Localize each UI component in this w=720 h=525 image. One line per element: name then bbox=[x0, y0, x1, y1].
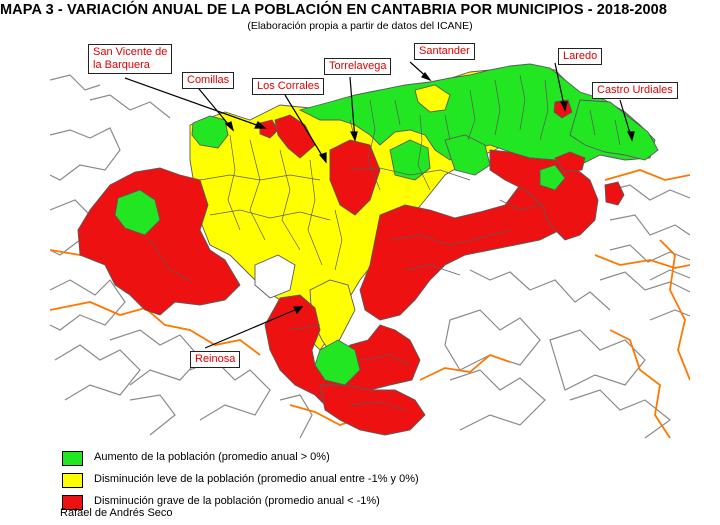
legend-item-increase: Aumento de la población (promedio anual … bbox=[62, 448, 662, 470]
region-green-asón bbox=[539, 164, 566, 191]
map-legend: Aumento de la población (promedio anual … bbox=[62, 448, 662, 514]
legend-swatch-green bbox=[62, 451, 83, 466]
region-blank-west bbox=[254, 254, 296, 299]
label-los-corrales: Los Corrales bbox=[252, 78, 325, 95]
legend-label: Disminución leve de la población (promed… bbox=[94, 473, 419, 485]
arrowhead-santander bbox=[421, 71, 432, 82]
label-torrelavega: Torrelavega bbox=[324, 58, 392, 75]
arrowhead-comillas bbox=[224, 121, 235, 132]
arrow-los-corrales bbox=[284, 94, 327, 163]
region-red-besaya bbox=[329, 139, 381, 216]
arrow-torrelavega bbox=[349, 76, 356, 141]
label-reinosa: Reinosa bbox=[190, 351, 241, 368]
region-red-comillas bbox=[259, 119, 279, 139]
region-red-pas bbox=[359, 179, 571, 321]
label-san-vicente: San Vicente de la Barquera bbox=[88, 44, 173, 74]
legend-item-slight-decrease: Disminución leve de la población (promed… bbox=[62, 470, 662, 492]
legend-label: Disminución grave de la población (prome… bbox=[94, 495, 380, 507]
arrow-reinosa bbox=[204, 306, 303, 349]
arrowhead-san-vicente bbox=[254, 121, 267, 129]
region-green-campoo bbox=[314, 339, 361, 386]
label-comillas: Comillas bbox=[182, 72, 235, 89]
callout-arrows bbox=[124, 61, 635, 349]
region-red-east-small bbox=[554, 151, 586, 173]
legend-item-severe-decrease: Disminución grave de la población (prome… bbox=[62, 492, 662, 514]
arrowhead-los-corrales bbox=[318, 152, 327, 164]
map-title: MAPA 3 - VARIACIÓN ANUAL DE LA POBLACIÓN… bbox=[0, 2, 668, 18]
legend-label: Aumento de la población (promedio anual … bbox=[94, 451, 330, 463]
arrowhead-laredo bbox=[560, 101, 568, 112]
municipalities-layer bbox=[77, 63, 659, 436]
author-credit: Rafael de Andrés Seco bbox=[60, 507, 173, 519]
arrowhead-castro bbox=[627, 131, 635, 142]
region-green-coast bbox=[298, 63, 656, 166]
region-red-laredo bbox=[553, 99, 573, 119]
map-canvas bbox=[50, 61, 690, 439]
region-green-sanvicente bbox=[191, 115, 229, 149]
region-red-valdeolea bbox=[319, 384, 426, 436]
region-yellow-santander bbox=[414, 84, 451, 113]
arrowhead-torrelavega bbox=[350, 131, 358, 142]
label-laredo: Laredo bbox=[558, 48, 603, 65]
legend-swatch-yellow bbox=[62, 473, 83, 488]
arrowhead-reinosa bbox=[293, 306, 304, 315]
label-castro-urdiales: Castro Urdiales bbox=[592, 82, 678, 99]
region-red-asón bbox=[489, 149, 599, 241]
region-green-pas bbox=[444, 134, 491, 176]
legend-swatch-red bbox=[62, 495, 83, 510]
cantabria-map: San Vicente de la Barquera Comillas Los … bbox=[50, 40, 690, 440]
map-subtitle: (Elaboración propia a partir de datos de… bbox=[247, 20, 473, 32]
region-red-east-enclave bbox=[604, 181, 625, 206]
region-red-central bbox=[274, 114, 316, 159]
region-green-liebana bbox=[114, 189, 161, 236]
label-santander: Santander bbox=[414, 43, 475, 60]
arrow-san-vicente bbox=[124, 77, 266, 129]
region-green-middle bbox=[389, 139, 431, 181]
